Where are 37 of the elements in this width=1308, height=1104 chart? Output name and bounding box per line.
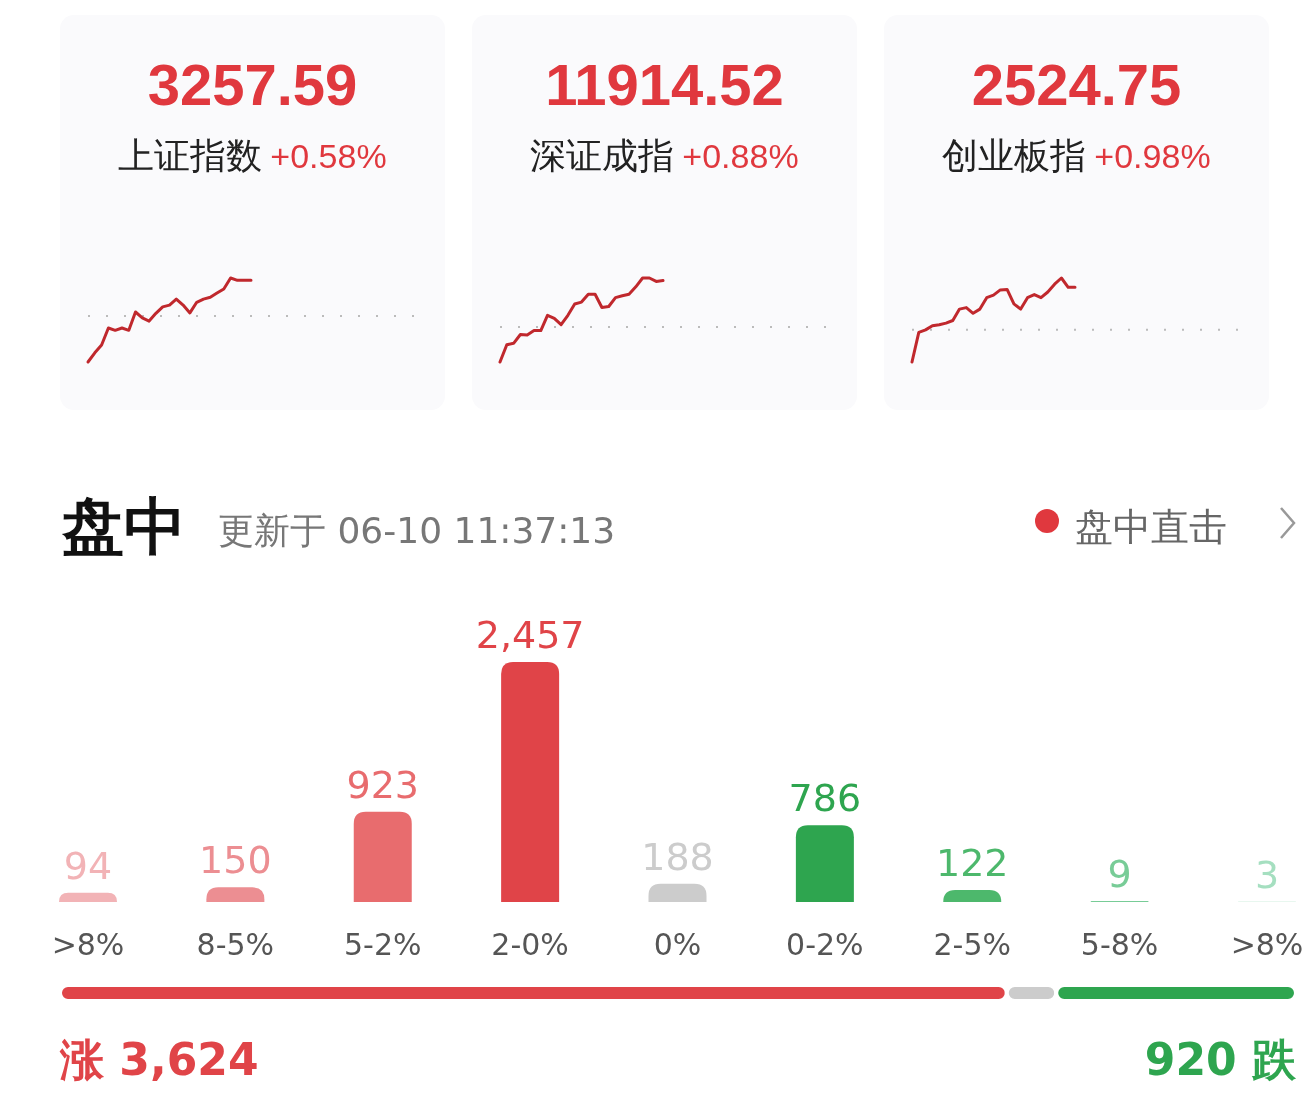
x-tick-label: >8% bbox=[51, 927, 125, 962]
x-tick-label: 0% bbox=[653, 927, 702, 962]
text: 涨 3,624 bbox=[59, 1034, 259, 1085]
data-label: 2,457 bbox=[475, 613, 585, 657]
data-label: 923 bbox=[346, 762, 420, 807]
x-tick-label: >8% bbox=[1230, 927, 1304, 962]
x-tick-label: 5-8% bbox=[1080, 927, 1159, 962]
chart-title: 11914.52 bbox=[545, 52, 784, 117]
chart-subtitle: 上证指数 bbox=[118, 135, 263, 176]
data-label: 3 bbox=[1254, 852, 1280, 897]
data-label: 94 bbox=[63, 843, 113, 888]
x-tick-label: 5-2% bbox=[343, 927, 422, 962]
x-tick-label: 8-5% bbox=[196, 927, 275, 962]
x-tick-label: 2-5% bbox=[933, 927, 1012, 962]
bar bbox=[59, 892, 117, 902]
text: +0.88% bbox=[682, 137, 799, 175]
data-label: 786 bbox=[788, 776, 862, 821]
text: +0.98% bbox=[1094, 137, 1211, 175]
x-tick-label: 0-2% bbox=[786, 927, 864, 962]
chart-subtitle: 创业板指 bbox=[942, 135, 1087, 176]
text: +0.58% bbox=[270, 137, 387, 175]
x-tick-label: 2-0% bbox=[491, 927, 569, 962]
chart-title: 3257.59 bbox=[147, 52, 358, 117]
data-label: 150 bbox=[199, 838, 272, 883]
chart-subtitle: 更新于 06-10 11:37:13 bbox=[218, 510, 616, 551]
chart-subtitle: 深证成指 bbox=[530, 135, 675, 176]
bar bbox=[353, 811, 412, 902]
text: 盘中直击 bbox=[1075, 505, 1227, 549]
text: 920 跌 bbox=[1144, 1034, 1297, 1085]
bar bbox=[501, 662, 560, 902]
bar bbox=[795, 825, 854, 902]
bar bbox=[206, 887, 265, 902]
chart-title: 盘中 bbox=[61, 490, 186, 563]
bar bbox=[648, 883, 707, 902]
data-label: 122 bbox=[935, 841, 1009, 886]
data-label: 9 bbox=[1107, 852, 1132, 897]
chart-title: 2524.75 bbox=[971, 52, 1182, 117]
